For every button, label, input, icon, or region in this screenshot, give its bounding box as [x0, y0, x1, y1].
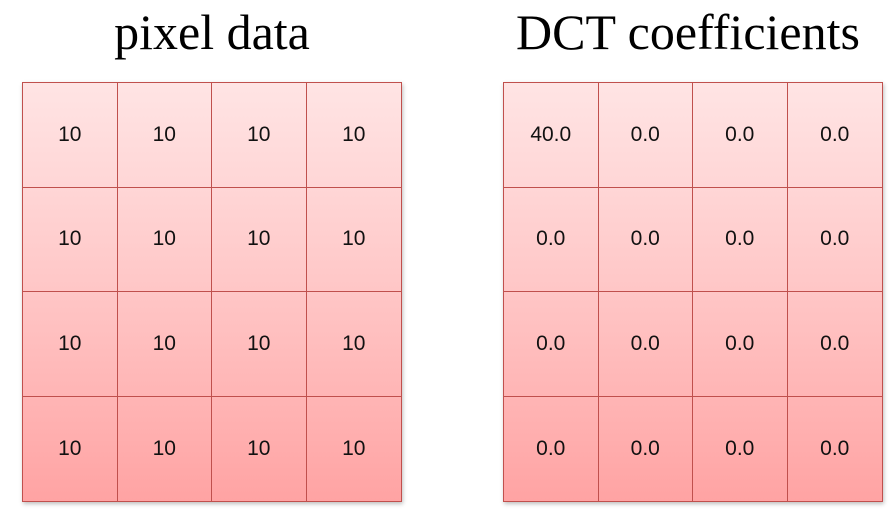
pixel-cell: 10 — [306, 396, 401, 501]
pixel-cell: 10 — [306, 292, 401, 397]
dct-cell: 0.0 — [504, 187, 599, 292]
pixel-data-title: pixel data — [114, 4, 310, 60]
pixel-cell: 10 — [306, 187, 401, 292]
pixel-cell: 10 — [212, 187, 307, 292]
pixel-cell: 10 — [117, 187, 212, 292]
dct-cell: 40.0 — [504, 83, 599, 188]
dct-cell: 0.0 — [598, 187, 693, 292]
dct-cell: 0.0 — [598, 292, 693, 397]
dct-cell: 0.0 — [693, 396, 788, 501]
pixel-cell: 10 — [117, 396, 212, 501]
pixel-data-grid: 10 10 10 10 10 10 10 10 10 10 10 10 10 1… — [22, 82, 402, 502]
pixel-cell: 10 — [306, 83, 401, 188]
pixel-cell: 10 — [117, 83, 212, 188]
pixel-cell: 10 — [212, 396, 307, 501]
dct-cell: 0.0 — [693, 187, 788, 292]
dct-cell: 0.0 — [787, 83, 882, 188]
pixel-cell: 10 — [23, 396, 118, 501]
dct-cell: 0.0 — [693, 292, 788, 397]
pixel-cell: 10 — [23, 292, 118, 397]
dct-cell: 0.0 — [504, 292, 599, 397]
dct-cell: 0.0 — [598, 83, 693, 188]
dct-coefficients-grid: 40.0 0.0 0.0 0.0 0.0 0.0 0.0 0.0 0.0 0.0… — [503, 82, 883, 502]
dct-cell: 0.0 — [787, 292, 882, 397]
pixel-cell: 10 — [23, 83, 118, 188]
dct-cell: 0.0 — [504, 396, 599, 501]
pixel-cell: 10 — [117, 292, 212, 397]
dct-cell: 0.0 — [693, 83, 788, 188]
pixel-cell: 10 — [23, 187, 118, 292]
dct-cell: 0.0 — [787, 396, 882, 501]
dct-coefficients-title: DCT coefficients — [516, 4, 860, 60]
pixel-cell: 10 — [212, 83, 307, 188]
pixel-cell: 10 — [212, 292, 307, 397]
dct-cell: 0.0 — [787, 187, 882, 292]
dct-cell: 0.0 — [598, 396, 693, 501]
